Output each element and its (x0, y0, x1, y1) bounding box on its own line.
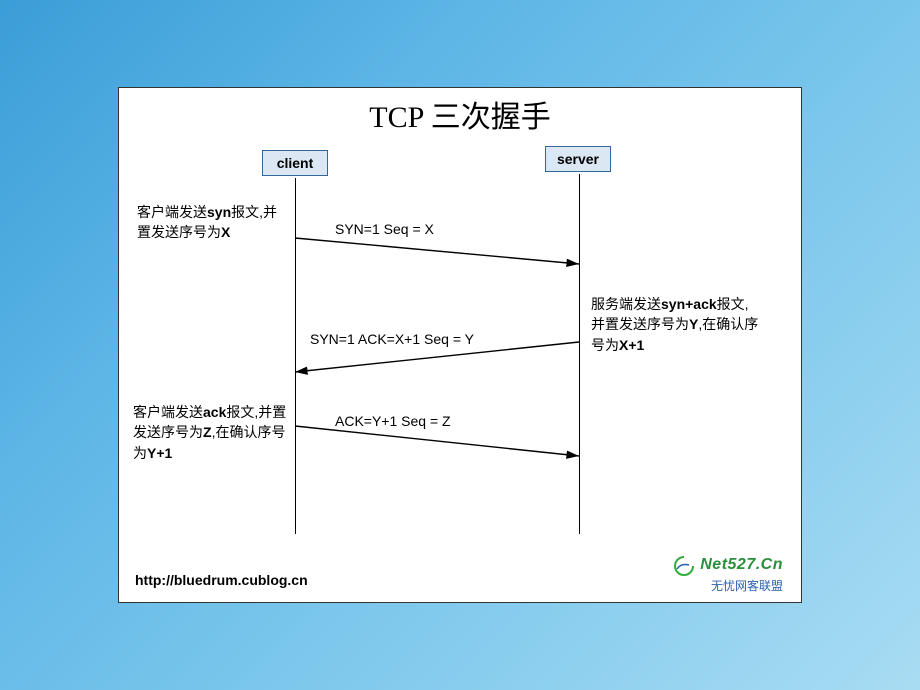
page-background: TCP 三次握手 client server SYN=1 Seq = X SYN… (0, 0, 920, 690)
arrow-ack (295, 426, 579, 456)
brand-sub: 无忧网客联盟 (671, 577, 783, 594)
footer-brand: Net527.Cn 无忧网客联盟 (671, 555, 783, 594)
msg-label-synack: SYN=1 ACK=X+1 Seq = Y (310, 331, 474, 347)
desc-bold: X (221, 224, 230, 240)
desc-bold: Z (203, 424, 212, 440)
desc-bold: syn+ack (661, 296, 717, 312)
desc-bold: Y (689, 316, 698, 332)
desc-part: 客户端发送 (137, 204, 207, 220)
desc-client-ack: 客户端发送ack报文,并置发送序号为Z,在确认序号为Y+1 (133, 402, 293, 463)
desc-bold: X+1 (619, 337, 644, 353)
brand-suffix: .Cn (756, 556, 783, 573)
arrow-syn (295, 238, 579, 264)
desc-part: 服务端发送 (591, 296, 661, 312)
desc-bold: ack (203, 404, 226, 420)
diagram-panel: TCP 三次握手 client server SYN=1 Seq = X SYN… (118, 87, 802, 603)
brand-main: Net527 (700, 556, 755, 573)
msg-label-syn: SYN=1 Seq = X (335, 221, 434, 237)
desc-bold: syn (207, 204, 231, 220)
footer-link: http://bluedrum.cublog.cn (135, 572, 308, 588)
brand-swirl-icon (671, 555, 697, 577)
desc-bold: Y+1 (147, 445, 172, 461)
desc-server-synack: 服务端发送syn+ack报文,并置发送序号为Y,在确认序号为X+1 (591, 294, 761, 355)
desc-part: 客户端发送 (133, 404, 203, 420)
desc-client-syn: 客户端发送syn报文,并置发送序号为X (137, 202, 287, 243)
msg-label-ack: ACK=Y+1 Seq = Z (335, 413, 451, 429)
